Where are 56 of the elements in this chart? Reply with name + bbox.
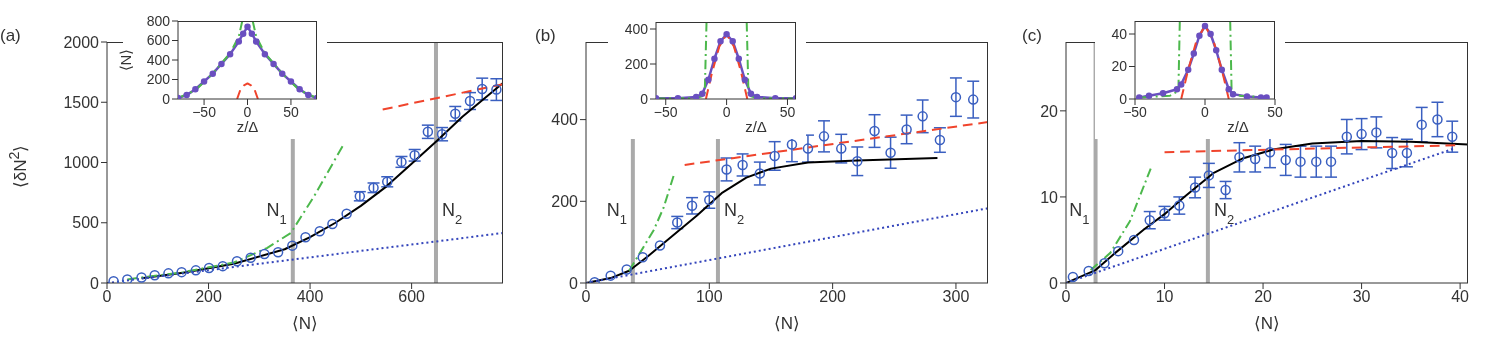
x-tick-label: 20 <box>1254 288 1273 306</box>
x-tick-label: 400 <box>296 288 324 306</box>
y-tick-label: 2000 <box>63 33 100 51</box>
y-tick-label: 0 <box>1049 274 1059 292</box>
chart-title: (a) <box>0 26 21 46</box>
y-tick-label: 0 <box>569 274 579 292</box>
x-tick-label: 0 <box>1061 288 1071 306</box>
x-tick-label: 0 <box>581 288 591 306</box>
y-tick-label: 800 <box>146 12 171 29</box>
y-tick-label: 0 <box>640 90 649 107</box>
ref-line-label: N$_{2}$ <box>441 199 463 227</box>
x-axis-title: z/Δ <box>235 118 260 135</box>
ref-line-label: N$_{2}$ <box>723 199 745 227</box>
x-tick-label: 0 <box>102 288 112 306</box>
x-tick-label: −50 <box>653 103 678 120</box>
y-tick-label: 200 <box>551 192 579 210</box>
y-tick-label: 400 <box>624 20 649 37</box>
x-tick-label: 50 <box>779 103 796 120</box>
y-tick-label: 40 <box>1111 25 1128 42</box>
x-tick-label: 50 <box>1267 103 1283 120</box>
ref-line-label: N$_{2}$ <box>1213 199 1235 227</box>
x-axis-title: ⟨N⟩ <box>772 313 802 334</box>
chart-title: (c) <box>1022 26 1042 46</box>
x-tick-label: 50 <box>283 103 299 120</box>
ref-line-label: N$_{1}$ <box>1069 199 1090 227</box>
y-tick-label: 10 <box>1040 188 1059 206</box>
x-tick-label: 40 <box>1451 288 1470 306</box>
x-tick-label: 600 <box>398 288 426 306</box>
x-tick-label: −50 <box>192 103 217 120</box>
y-tick-label: 500 <box>72 214 100 232</box>
x-axis-title: z/Δ <box>1226 118 1250 135</box>
x-tick-label: 200 <box>819 288 847 306</box>
y-tick-label: 0 <box>162 90 171 107</box>
x-tick-label: 0 <box>1201 103 1210 120</box>
y-tick-label: 1000 <box>63 154 100 172</box>
ref-line-label: N$_{1}$ <box>606 199 627 227</box>
x-tick-label: 0 <box>722 103 731 120</box>
y-tick-label: 0 <box>90 274 100 292</box>
x-axis-title: ⟨N⟩ <box>290 313 320 334</box>
ref-line-label: N$_{1}$ <box>266 199 287 227</box>
y-tick-label: 600 <box>146 32 171 49</box>
y-axis-title: ⟨N⟩ <box>116 47 135 74</box>
x-tick-label: 300 <box>942 288 970 306</box>
y-tick-label: 1500 <box>63 93 100 111</box>
x-axis-title: z/Δ <box>744 118 768 135</box>
y-tick-label: 200 <box>624 55 649 72</box>
y-tick-label: 20 <box>1111 58 1128 75</box>
x-tick-label: 10 <box>1155 288 1174 306</box>
x-tick-label: 100 <box>695 288 723 306</box>
x-tick-label: 200 <box>195 288 222 306</box>
y-tick-label: 200 <box>146 71 171 88</box>
x-axis-title: ⟨N⟩ <box>1252 313 1282 334</box>
chart-title: (b) <box>535 26 556 46</box>
x-tick-label: 30 <box>1352 288 1371 306</box>
y-tick-label: 400 <box>146 51 171 68</box>
x-tick-label: 0 <box>243 103 252 120</box>
